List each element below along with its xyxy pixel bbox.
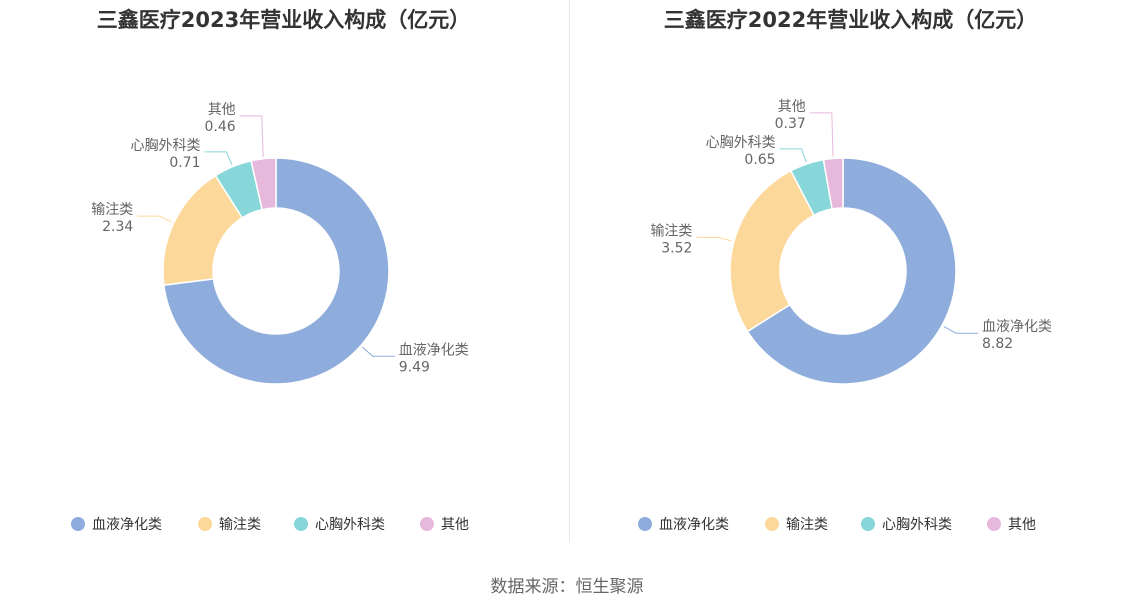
- slice-infusion-2022[interactable]: [729, 169, 815, 333]
- legend-label-cardiothoracic-2022[interactable]: 心胸外科类: [882, 517, 952, 533]
- chart-title-2023: 三鑫医疗2023年营业收入构成（亿元）: [96, 8, 471, 32]
- donut-chart-2022: 血液净化类8.82输注类3.52心胸外科类0.65其他0.37血液净化类 输注类心…: [638, 99, 1052, 533]
- legend-marker-cardiothoracic-2022[interactable]: [861, 517, 875, 531]
- legend-marker-blood-purification-2023[interactable]: [71, 517, 85, 531]
- legend-label-other-2023[interactable]: 其他: [441, 517, 469, 533]
- leader-line-cardiothoracic-2023: [204, 151, 233, 165]
- legend-marker-cardiothoracic-2023[interactable]: [294, 517, 308, 531]
- chart-panel-2023: 三鑫医疗2023年营业收入构成（亿元） 血液净化类 9.49 输注类 2.34 心胸外科…: [0, 0, 567, 545]
- data-label-value-blood-purification-2022: 8.82: [982, 336, 1013, 352]
- data-label-name-blood-purification-2023: 血液净化类: [399, 342, 469, 358]
- data-label-name-cardiothoracic-2023: 心胸外科类: [130, 138, 200, 154]
- leader-line-other-2023: [239, 115, 264, 157]
- data-label-value-other-2023: 0.46: [205, 119, 236, 135]
- chart-panel-2022: 三鑫医疗2022年营业收入构成（亿元） 血液净化类 8.82 输注类 3.52 心胸外科…: [567, 0, 1134, 545]
- slice-other-2022[interactable]: [822, 157, 844, 210]
- legend-label-blood-purification-2022[interactable]: 血液净化类: [659, 517, 729, 533]
- data-label-name-infusion-2023: 输注类: [91, 202, 133, 218]
- slice-blood-purification-2023[interactable]: [163, 157, 390, 385]
- legend-label-blood-purification-2023[interactable]: 血液净化类: [92, 517, 162, 533]
- legend-label-infusion-2023[interactable]: 输注类: [219, 517, 261, 533]
- data-label-name-blood-purification-2022: 血液净化类: [982, 319, 1052, 335]
- data-label-name-infusion-2022: 输注类: [650, 223, 692, 239]
- chart-title-2022: 三鑫医疗2022年营业收入构成（亿元）: [663, 8, 1038, 32]
- legend-label-infusion-2022[interactable]: 输注类: [786, 517, 828, 533]
- leader-line-infusion-2022: [696, 236, 733, 242]
- legend-marker-infusion-2022[interactable]: [765, 517, 779, 531]
- data-label-value-cardiothoracic-2023: 0.71: [169, 155, 200, 171]
- legend-label-cardiothoracic-2023[interactable]: 心胸外科类: [315, 517, 385, 533]
- data-label-name-other-2022: 其他: [778, 99, 806, 115]
- data-label-value-blood-purification-2023: 9.49: [399, 359, 430, 375]
- panel-divider: [569, 0, 570, 542]
- legend-marker-other-2022[interactable]: [987, 517, 1001, 531]
- slice-other-2023[interactable]: [250, 157, 277, 211]
- leader-line-other-2022: [809, 112, 834, 157]
- data-label-value-other-2022: 0.37: [775, 116, 806, 132]
- leader-line-cardiothoracic-2022: [779, 148, 807, 163]
- legend-marker-infusion-2023[interactable]: [198, 517, 212, 531]
- donut-chart-2023: 血液净化类9.49输注类2.34心胸外科类0.71其他0.46血液净化类 输注类心…: [71, 102, 469, 533]
- data-label-value-cardiothoracic-2022: 0.65: [744, 152, 775, 168]
- legend-label-other-2022[interactable]: 其他: [1008, 517, 1036, 533]
- leader-line-blood-purification-2022: [943, 326, 979, 334]
- data-source-label: 数据来源：恒生聚源: [490, 577, 644, 597]
- slice-blood-purification-2022[interactable]: [746, 157, 957, 385]
- data-label-value-infusion-2023: 2.34: [102, 219, 133, 235]
- data-label-value-infusion-2022: 3.52: [661, 240, 692, 256]
- legend-marker-blood-purification-2022[interactable]: [638, 517, 652, 531]
- legend-marker-other-2023[interactable]: [420, 517, 434, 531]
- leader-line-infusion-2023: [137, 215, 173, 223]
- data-label-name-other-2023: 其他: [208, 102, 236, 118]
- leader-line-blood-purification-2023: [361, 346, 395, 357]
- data-label-name-cardiothoracic-2022: 心胸外科类: [706, 135, 776, 151]
